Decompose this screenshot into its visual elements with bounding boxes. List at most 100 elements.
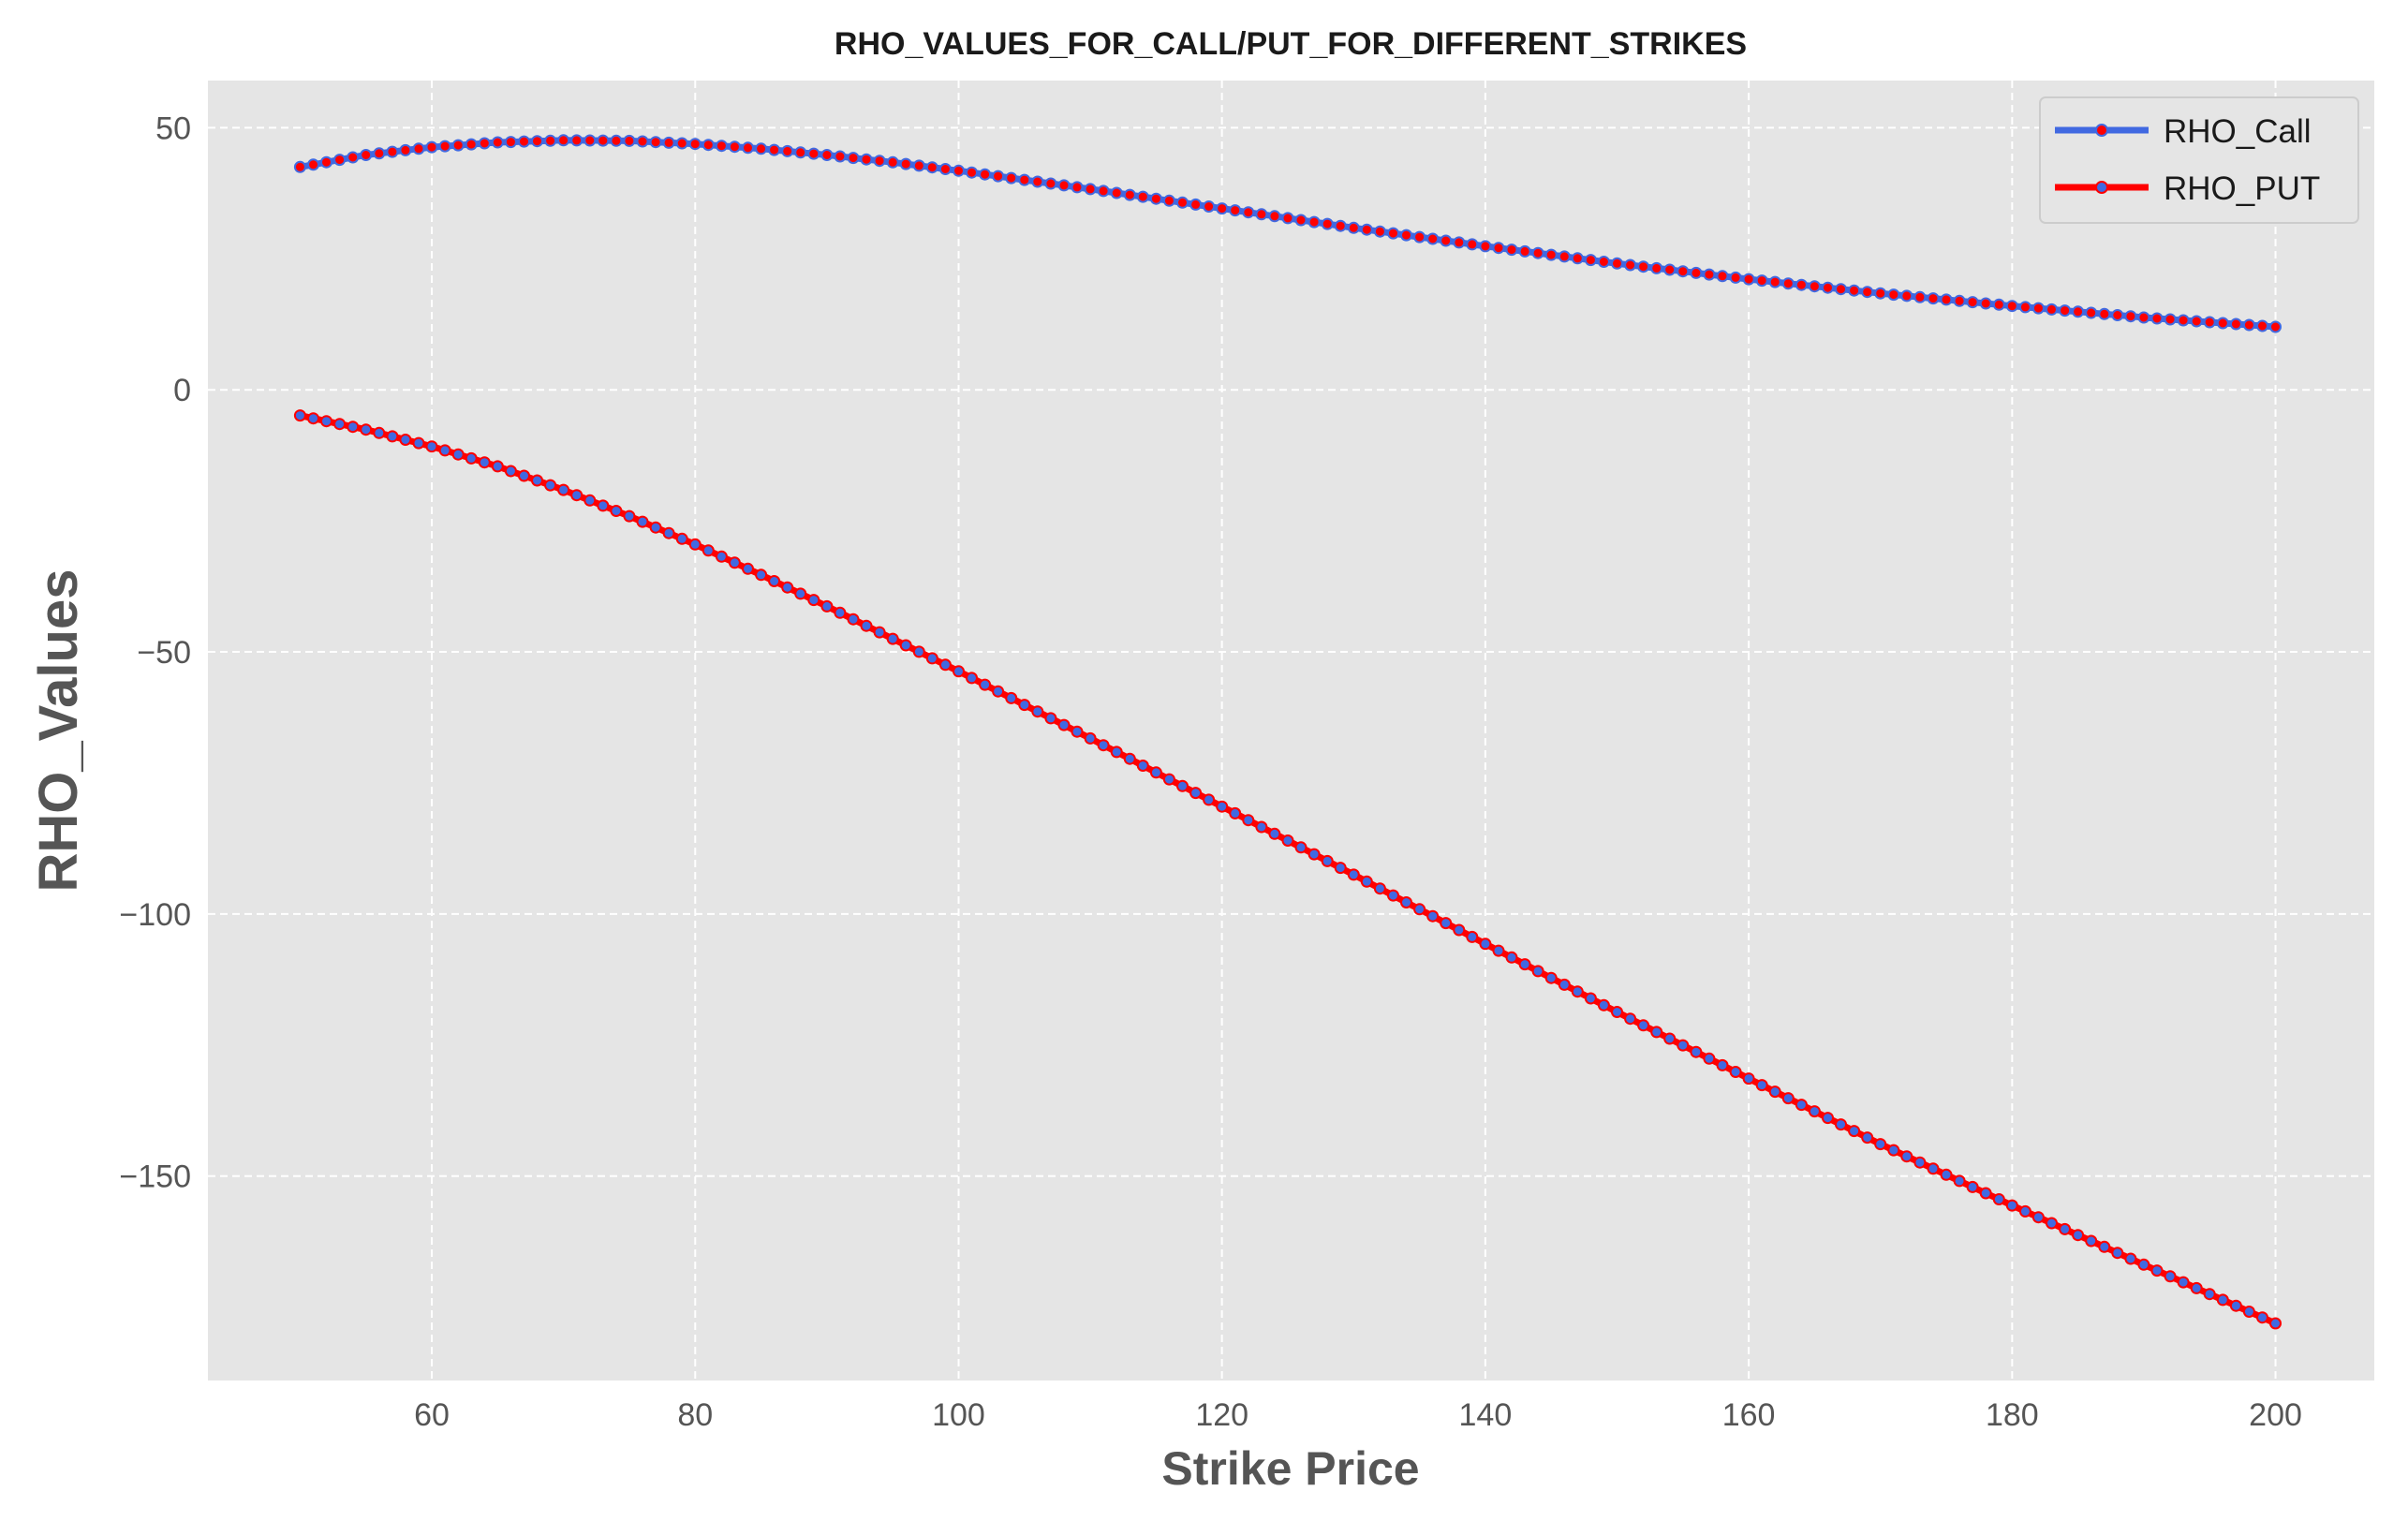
data-point bbox=[1031, 175, 1044, 188]
data-point bbox=[320, 155, 332, 169]
data-point bbox=[728, 556, 741, 569]
data-point bbox=[1781, 1092, 1795, 1105]
data-point bbox=[347, 421, 360, 434]
series-rho-call bbox=[293, 134, 2282, 333]
data-point bbox=[1149, 192, 1162, 205]
data-point bbox=[1558, 250, 1571, 263]
data-point bbox=[1229, 806, 1242, 820]
data-point bbox=[307, 158, 319, 171]
data-point bbox=[938, 163, 952, 175]
data-point bbox=[1558, 978, 1571, 991]
data-point bbox=[1966, 296, 1979, 309]
data-point bbox=[925, 652, 938, 665]
data-point bbox=[557, 483, 570, 496]
data-point bbox=[1822, 1112, 1834, 1125]
data-point bbox=[1663, 1032, 1677, 1045]
data-point bbox=[953, 665, 965, 678]
y-axis-label: RHO_Values bbox=[28, 569, 89, 893]
data-point bbox=[1677, 1039, 1690, 1052]
data-point bbox=[1426, 909, 1440, 923]
data-point bbox=[2137, 1258, 2150, 1271]
data-point bbox=[570, 489, 584, 502]
series-layer bbox=[293, 134, 2282, 1330]
data-point bbox=[570, 134, 584, 147]
data-point bbox=[1900, 289, 1913, 303]
data-point bbox=[2203, 1288, 2216, 1301]
data-point bbox=[768, 143, 781, 156]
data-point bbox=[1071, 725, 1084, 738]
legend-marker-call bbox=[2095, 124, 2108, 137]
data-point bbox=[1611, 257, 1623, 270]
data-point bbox=[451, 448, 465, 461]
data-point bbox=[2269, 1317, 2282, 1330]
data-point bbox=[478, 137, 491, 150]
data-point bbox=[1808, 1105, 1821, 1118]
data-point bbox=[1927, 1162, 1940, 1175]
data-point bbox=[610, 505, 623, 517]
data-point bbox=[1387, 227, 1399, 240]
data-point bbox=[649, 136, 662, 149]
data-point bbox=[333, 154, 347, 167]
data-point bbox=[1518, 244, 1531, 258]
data-point bbox=[2164, 1270, 2177, 1283]
data-point bbox=[1136, 190, 1149, 203]
data-point bbox=[1189, 787, 1203, 800]
data-point bbox=[1400, 896, 1412, 908]
data-point bbox=[610, 134, 623, 147]
data-point bbox=[1913, 290, 1927, 303]
data-point bbox=[412, 436, 425, 450]
data-point bbox=[847, 613, 860, 626]
data-point bbox=[1031, 705, 1044, 718]
data-point bbox=[360, 149, 373, 161]
data-point bbox=[1387, 889, 1399, 902]
data-point bbox=[2256, 1311, 2268, 1324]
data-point bbox=[504, 136, 517, 149]
data-point bbox=[1176, 196, 1189, 209]
data-point bbox=[688, 138, 702, 151]
x-axis-label: Strike Price bbox=[1161, 1442, 1419, 1495]
data-point bbox=[1018, 699, 1031, 712]
data-point bbox=[1531, 965, 1544, 978]
data-point bbox=[1835, 1118, 1847, 1131]
y-tick-label: 50 bbox=[155, 111, 191, 146]
data-point bbox=[2072, 1229, 2085, 1242]
data-point bbox=[1703, 268, 1716, 281]
data-point bbox=[293, 409, 306, 422]
data-point bbox=[992, 170, 1005, 183]
data-point bbox=[1110, 746, 1123, 759]
data-point bbox=[1123, 188, 1136, 201]
data-point bbox=[2124, 1252, 2137, 1265]
data-point bbox=[1162, 194, 1175, 207]
data-point bbox=[1729, 1066, 1742, 1078]
data-point bbox=[386, 145, 399, 158]
data-point bbox=[491, 136, 504, 149]
data-point bbox=[2177, 314, 2190, 327]
data-point bbox=[755, 569, 768, 582]
data-point bbox=[544, 134, 557, 147]
data-point bbox=[2216, 1293, 2229, 1307]
data-point bbox=[373, 147, 386, 160]
data-point bbox=[544, 479, 557, 492]
x-axis-ticks: 60 80 100 120 140 160 180 200 bbox=[414, 1397, 2302, 1433]
data-point bbox=[1637, 260, 1650, 273]
data-point bbox=[1044, 712, 1057, 725]
data-point bbox=[1716, 270, 1729, 283]
data-point bbox=[820, 149, 834, 161]
data-point bbox=[2190, 1281, 2203, 1294]
data-point bbox=[623, 509, 636, 523]
data-point bbox=[1861, 1131, 1874, 1144]
data-point bbox=[1360, 223, 1373, 236]
data-point bbox=[504, 465, 517, 478]
data-point bbox=[2059, 1222, 2072, 1235]
data-point bbox=[781, 581, 794, 594]
data-point bbox=[438, 140, 451, 153]
data-point bbox=[1097, 739, 1110, 752]
data-point bbox=[1136, 760, 1149, 772]
data-point bbox=[1611, 1006, 1623, 1018]
data-point bbox=[399, 434, 412, 446]
data-point bbox=[1268, 827, 1281, 840]
data-point bbox=[584, 134, 597, 147]
data-point bbox=[1110, 186, 1123, 199]
data-point bbox=[1479, 240, 1492, 253]
